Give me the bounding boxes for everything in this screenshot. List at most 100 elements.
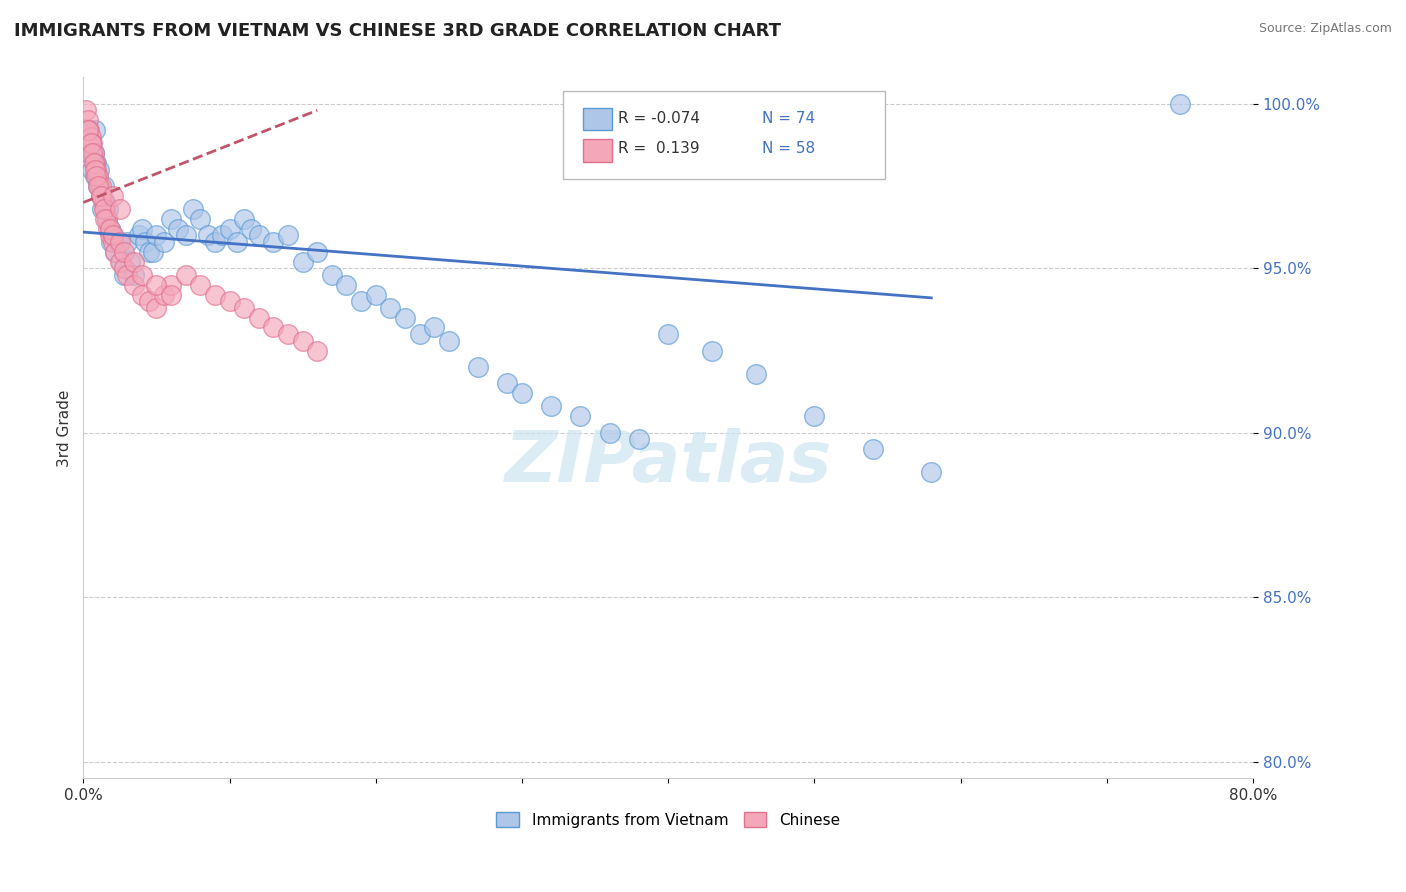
Point <box>84 162 107 177</box>
Point <box>350 294 373 309</box>
Point <box>79 136 101 151</box>
Point <box>115 235 138 249</box>
Point <box>408 327 430 342</box>
Point <box>112 268 135 282</box>
Point <box>96 211 118 226</box>
Point <box>131 287 153 301</box>
Point <box>152 287 174 301</box>
Point <box>83 146 105 161</box>
Point <box>98 221 121 235</box>
Point <box>160 211 183 226</box>
Point <box>160 287 183 301</box>
Point <box>124 254 146 268</box>
Point <box>80 162 103 177</box>
Point <box>107 235 129 249</box>
Point <box>93 195 115 210</box>
Point <box>510 386 533 401</box>
Point <box>247 228 270 243</box>
Point <box>128 228 150 243</box>
Point <box>138 244 160 259</box>
Point <box>120 254 142 268</box>
Text: IMMIGRANTS FROM VIETNAM VS CHINESE 3RD GRADE CORRELATION CHART: IMMIGRANTS FROM VIETNAM VS CHINESE 3RD G… <box>14 22 782 40</box>
Point <box>84 123 107 137</box>
Point <box>700 343 723 358</box>
Point <box>124 277 146 292</box>
Point <box>101 189 124 203</box>
Point <box>145 277 167 292</box>
Point <box>86 169 108 183</box>
Point <box>80 146 103 161</box>
Point <box>87 179 110 194</box>
Point <box>181 202 204 216</box>
Point <box>124 268 146 282</box>
Point <box>364 287 387 301</box>
Y-axis label: 3rd Grade: 3rd Grade <box>58 389 72 467</box>
Point <box>77 123 100 137</box>
Point <box>745 367 768 381</box>
Point <box>75 103 97 118</box>
Point <box>496 376 519 391</box>
Point <box>87 169 110 183</box>
Point <box>233 301 256 315</box>
Point <box>218 294 240 309</box>
Text: R = -0.074: R = -0.074 <box>617 111 700 126</box>
Point <box>152 235 174 249</box>
Point <box>247 310 270 325</box>
Point <box>94 202 117 216</box>
Point <box>101 228 124 243</box>
Point <box>101 228 124 243</box>
Point <box>188 277 211 292</box>
Point <box>307 244 329 259</box>
Point <box>90 179 112 194</box>
Point <box>394 310 416 325</box>
Bar <box>582 108 612 130</box>
Point <box>138 294 160 309</box>
Point <box>98 228 121 243</box>
Point <box>862 442 884 457</box>
Point <box>321 268 343 282</box>
Point <box>96 211 118 226</box>
Point <box>84 156 107 170</box>
Point <box>380 301 402 315</box>
Point <box>101 235 124 249</box>
Point <box>291 334 314 348</box>
Point <box>75 129 97 144</box>
Point <box>93 202 115 216</box>
Point <box>599 425 621 440</box>
Point <box>79 129 101 144</box>
Text: Source: ZipAtlas.com: Source: ZipAtlas.com <box>1258 22 1392 36</box>
Point <box>89 162 111 177</box>
Point <box>188 211 211 226</box>
Bar <box>582 139 612 161</box>
Point <box>142 244 165 259</box>
Point <box>657 327 679 342</box>
Point <box>204 235 226 249</box>
Point <box>89 179 111 194</box>
Point <box>110 254 132 268</box>
Point <box>204 287 226 301</box>
Point <box>77 146 100 161</box>
Point <box>76 123 98 137</box>
Point <box>112 244 135 259</box>
Point <box>134 235 156 249</box>
Point <box>84 169 107 183</box>
Point <box>83 146 105 161</box>
Point <box>1168 96 1191 111</box>
Point <box>467 359 489 374</box>
Text: N = 58: N = 58 <box>762 142 815 156</box>
Point <box>131 221 153 235</box>
Point <box>167 221 190 235</box>
Point <box>87 179 110 194</box>
Text: ZIPatlas: ZIPatlas <box>505 428 832 498</box>
Point <box>540 400 562 414</box>
Point <box>86 156 108 170</box>
Point <box>197 228 219 243</box>
Point <box>91 202 114 216</box>
Point <box>277 228 299 243</box>
Point <box>262 320 284 334</box>
Point <box>174 268 197 282</box>
Point <box>104 244 127 259</box>
Point <box>90 189 112 203</box>
Point <box>98 221 121 235</box>
Point <box>94 211 117 226</box>
